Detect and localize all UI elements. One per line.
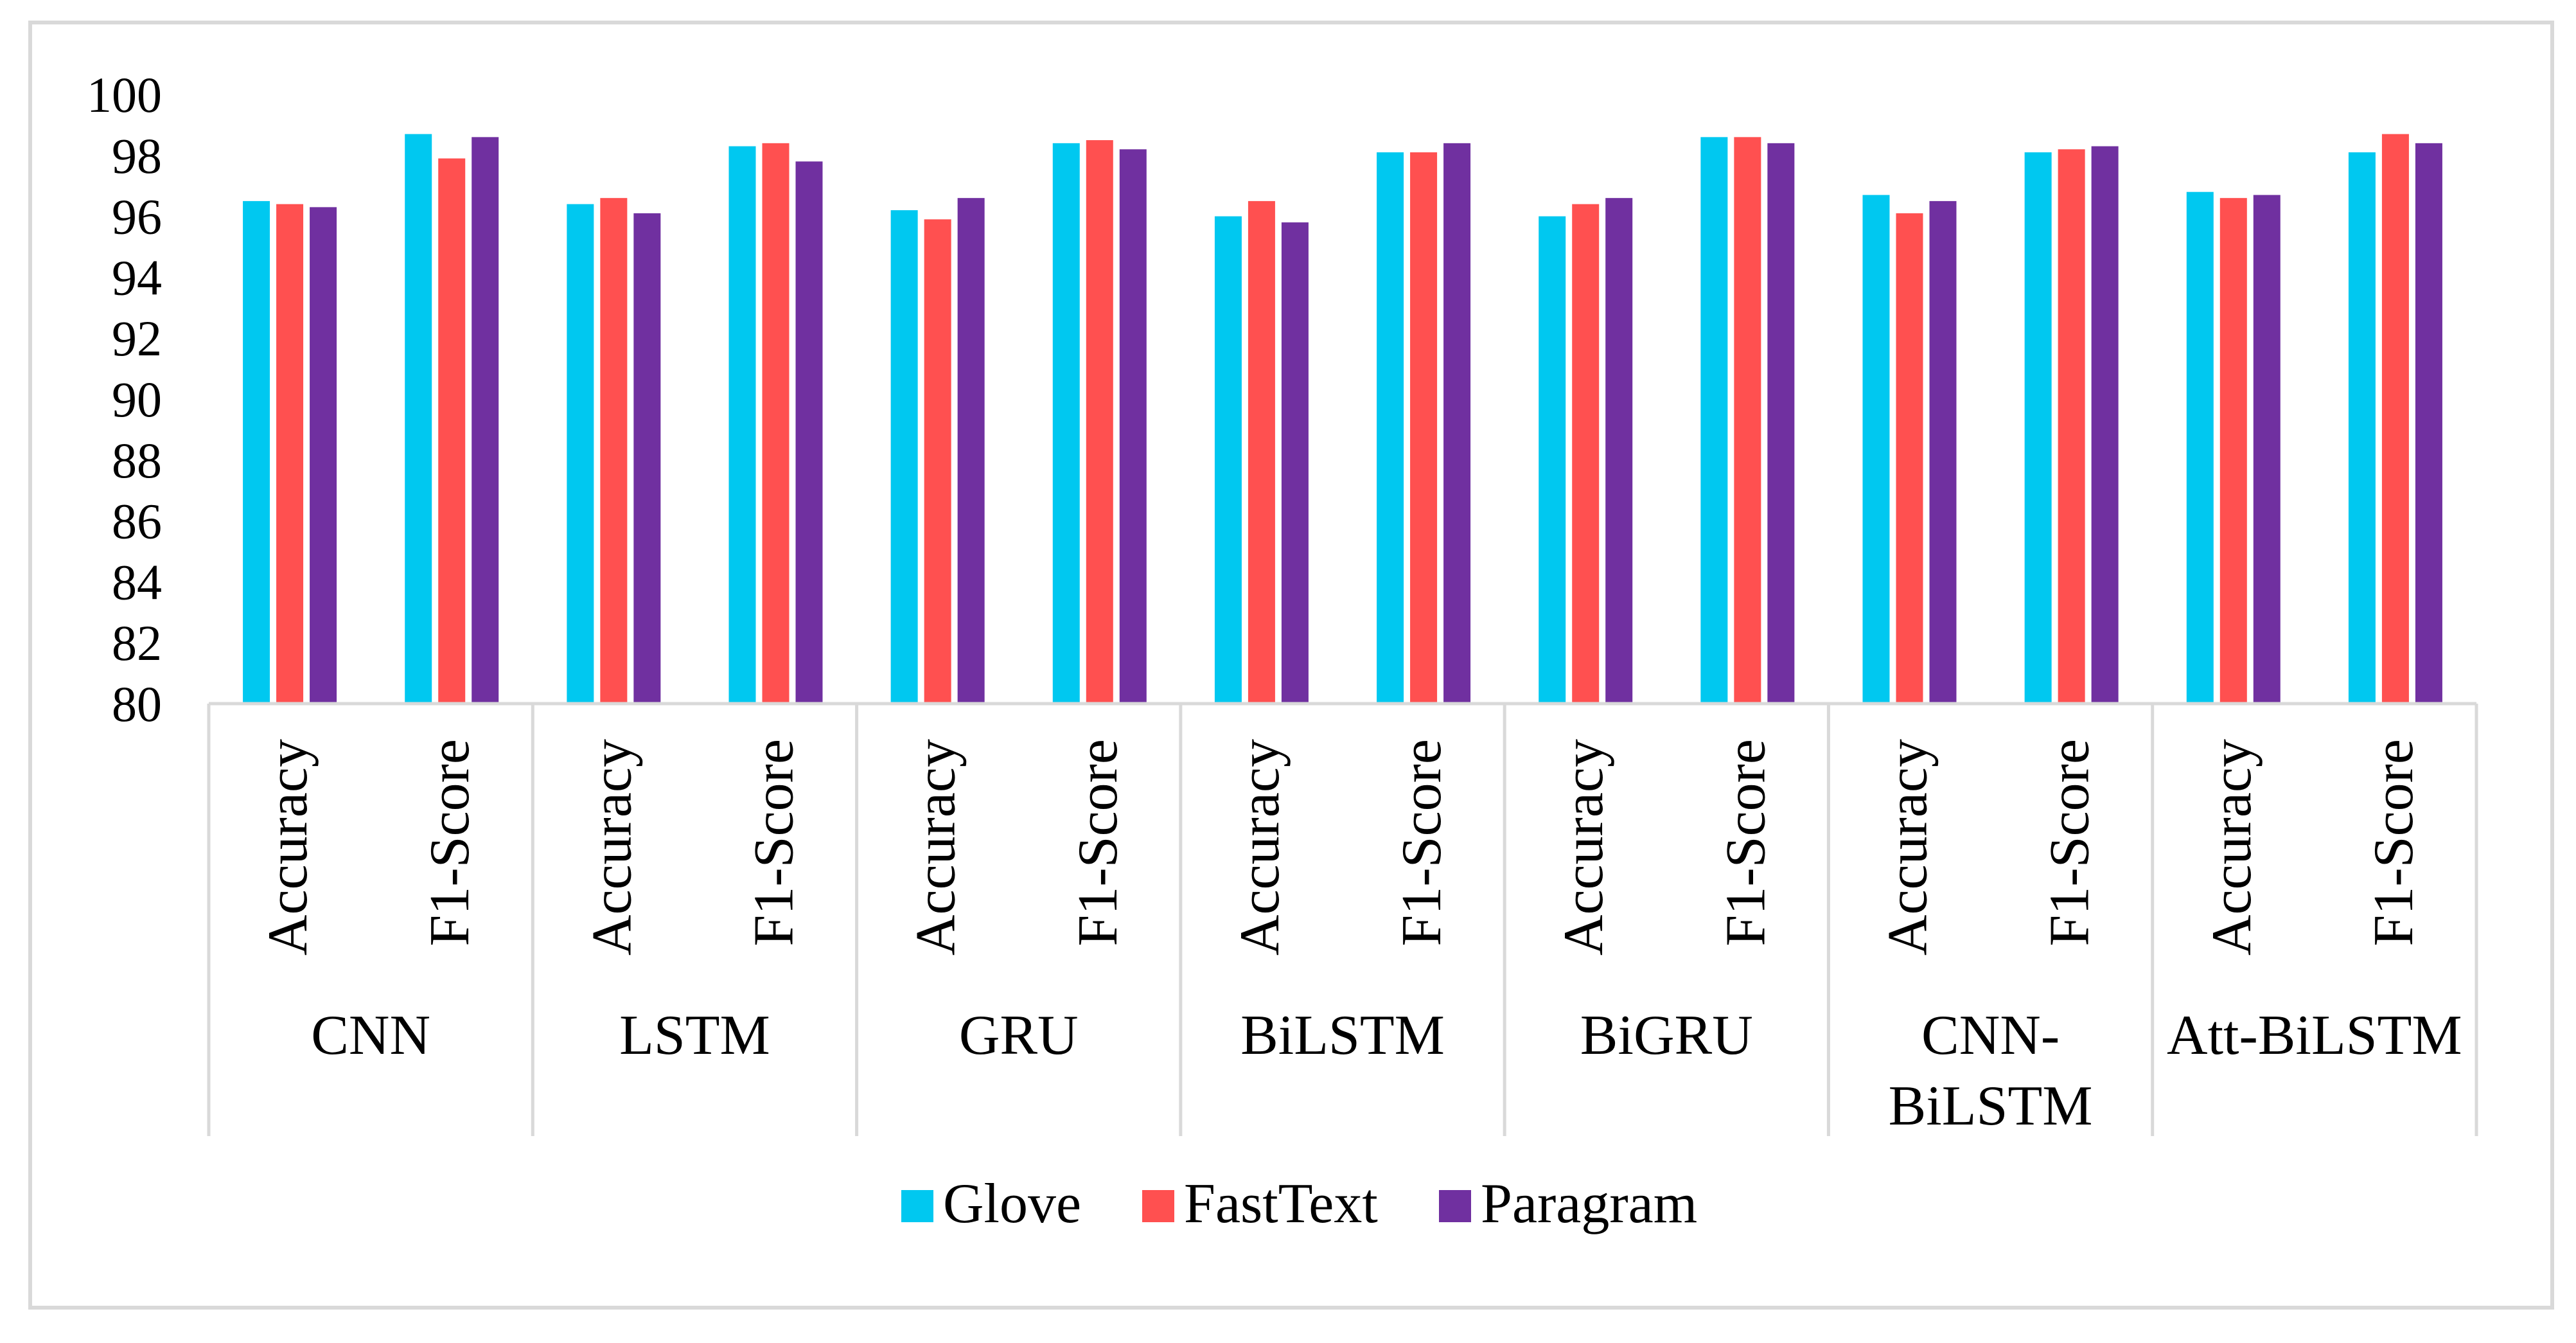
bar-fasttext-cnn-bilstm-f1-score xyxy=(2058,149,2085,704)
group-label-cnn: CNN xyxy=(311,1004,430,1067)
bar-fasttext-att-bilstm-f1-score xyxy=(2381,134,2409,704)
bar-fasttext-cnn-f1-score xyxy=(438,158,466,704)
category-label-bilstm-accuracy: Accuracy xyxy=(1229,739,1291,956)
group-label-bilstm: BiLSTM xyxy=(1240,1004,1445,1067)
bar-glove-bigru-f1-score xyxy=(1700,137,1728,704)
bar-paragram-cnn-bilstm-accuracy xyxy=(1929,200,1957,704)
category-label-bigru-accuracy: Accuracy xyxy=(1553,739,1615,956)
y-tick-label-84: 84 xyxy=(112,554,162,610)
bar-paragram-bigru-f1-score xyxy=(1767,143,1795,704)
bar-paragram-gru-accuracy xyxy=(957,198,985,704)
bar-paragram-cnn-bilstm-f1-score xyxy=(2091,146,2119,704)
bar-fasttext-gru-accuracy xyxy=(924,219,951,704)
bar-paragram-lstm-f1-score xyxy=(795,161,823,704)
group-labels: CNN LSTM GRU BiLSTM BiGRU CNN- BiLSTM Att-BiLST… xyxy=(311,1004,2462,1137)
bar-glove-cnn-f1-score xyxy=(405,134,432,704)
group-label-lstm: LSTM xyxy=(619,1004,770,1067)
bar-glove-cnn-accuracy xyxy=(243,200,270,704)
y-tick-label-98: 98 xyxy=(112,128,162,184)
y-tick-label-80: 80 xyxy=(112,676,162,732)
legend-swatch-fasttext xyxy=(1142,1190,1174,1222)
legend-label-glove: Glove xyxy=(943,1173,1081,1235)
category-label-gru-f1-score: F1-Score xyxy=(1067,739,1129,947)
bar-fasttext-cnn-bilstm-accuracy xyxy=(1896,213,1923,704)
legend: Glove FastText Paragram xyxy=(901,1173,1697,1235)
bar-paragram-cnn-accuracy xyxy=(310,207,337,704)
bar-glove-att-bilstm-f1-score xyxy=(2348,152,2376,704)
group-label-line: LSTM xyxy=(619,1004,770,1067)
y-tick-label-90: 90 xyxy=(112,371,162,427)
bar-paragram-gru-f1-score xyxy=(1119,149,1147,704)
bar-fasttext-att-bilstm-accuracy xyxy=(2219,198,2247,704)
bar-paragram-lstm-accuracy xyxy=(633,213,661,704)
bar-glove-lstm-accuracy xyxy=(567,204,594,704)
bars-layer xyxy=(243,134,2442,704)
bar-paragram-att-bilstm-accuracy xyxy=(2253,195,2280,704)
legend-label-paragram: Paragram xyxy=(1481,1173,1697,1235)
bar-glove-gru-accuracy xyxy=(890,210,918,704)
bar-fasttext-bigru-accuracy xyxy=(1572,204,1600,704)
bar-fasttext-bigru-f1-score xyxy=(1734,137,1761,704)
y-tick-label-100: 100 xyxy=(87,67,162,123)
category-label-att-bilstm-f1-score: F1-Score xyxy=(2363,739,2425,947)
legend-swatch-glove xyxy=(901,1190,933,1222)
bar-glove-bilstm-accuracy xyxy=(1214,216,1242,704)
category-label-lstm-f1-score: F1-Score xyxy=(743,739,806,947)
bar-glove-bilstm-f1-score xyxy=(1377,152,1404,704)
bar-glove-cnn-bilstm-accuracy xyxy=(1862,195,1890,704)
group-label-line: BiGRU xyxy=(1580,1004,1753,1067)
category-label-gru-accuracy: Accuracy xyxy=(905,739,967,956)
group-label-line: CNN- xyxy=(1921,1004,2060,1067)
category-label-cnn-f1-score: F1-Score xyxy=(419,739,481,947)
category-label-lstm-accuracy: Accuracy xyxy=(581,739,643,956)
bar-paragram-att-bilstm-f1-score xyxy=(2415,143,2442,704)
category-label-cnn-bilstm-f1-score: F1-Score xyxy=(2039,739,2101,947)
bar-paragram-bilstm-accuracy xyxy=(1281,222,1309,704)
group-label-line: GRU xyxy=(959,1004,1079,1067)
group-label-line: CNN xyxy=(311,1004,430,1067)
y-tick-label-86: 86 xyxy=(112,494,162,549)
bar-paragram-bilstm-f1-score xyxy=(1443,143,1471,704)
bar-fasttext-lstm-f1-score xyxy=(762,143,790,704)
group-label-bigru: BiGRU xyxy=(1580,1004,1753,1067)
y-tick-label-88: 88 xyxy=(112,432,162,488)
bar-paragram-bigru-accuracy xyxy=(1605,198,1633,704)
group-label-gru: GRU xyxy=(959,1004,1079,1067)
bar-glove-lstm-f1-score xyxy=(728,146,756,704)
bar-glove-bigru-accuracy xyxy=(1539,216,1566,704)
group-label-att-bilstm: Att-BiLSTM xyxy=(2167,1004,2462,1067)
bar-glove-gru-f1-score xyxy=(1052,143,1080,704)
group-label-line: BiLSTM xyxy=(1889,1075,2093,1137)
category-label-att-bilstm-accuracy: Accuracy xyxy=(2201,739,2263,956)
y-tick-label-82: 82 xyxy=(112,615,162,671)
bar-fasttext-lstm-accuracy xyxy=(600,198,628,704)
y-tick-label-92: 92 xyxy=(112,310,162,366)
bar-fasttext-bilstm-f1-score xyxy=(1410,152,1438,704)
category-label-cnn-bilstm-accuracy: Accuracy xyxy=(1877,739,1939,956)
bar-paragram-cnn-f1-score xyxy=(472,137,499,704)
category-label-bigru-f1-score: F1-Score xyxy=(1715,739,1777,947)
y-tick-label-94: 94 xyxy=(112,249,162,305)
y-tick-label-96: 96 xyxy=(112,189,162,245)
bar-glove-cnn-bilstm-f1-score xyxy=(2024,152,2052,704)
bar-fasttext-gru-f1-score xyxy=(1086,140,1113,704)
group-label-line: BiLSTM xyxy=(1240,1004,1445,1067)
category-label-cnn-accuracy: Accuracy xyxy=(257,739,319,956)
category-labels: Accuracy F1-Score Accuracy F1-Score Accuracy… xyxy=(257,739,2425,956)
legend-swatch-paragram xyxy=(1439,1190,1471,1222)
axes-layer xyxy=(207,702,2478,1136)
bar-fasttext-cnn-accuracy xyxy=(276,204,304,704)
group-label-line: Att-BiLSTM xyxy=(2167,1004,2462,1067)
legend-label-fasttext: FastText xyxy=(1184,1173,1378,1235)
category-label-bilstm-f1-score: F1-Score xyxy=(1391,739,1453,947)
bar-fasttext-bilstm-accuracy xyxy=(1248,200,1275,704)
group-label-cnn-bilstm: CNN- BiLSTM xyxy=(1889,1004,2093,1137)
bar-glove-att-bilstm-accuracy xyxy=(2186,191,2214,704)
